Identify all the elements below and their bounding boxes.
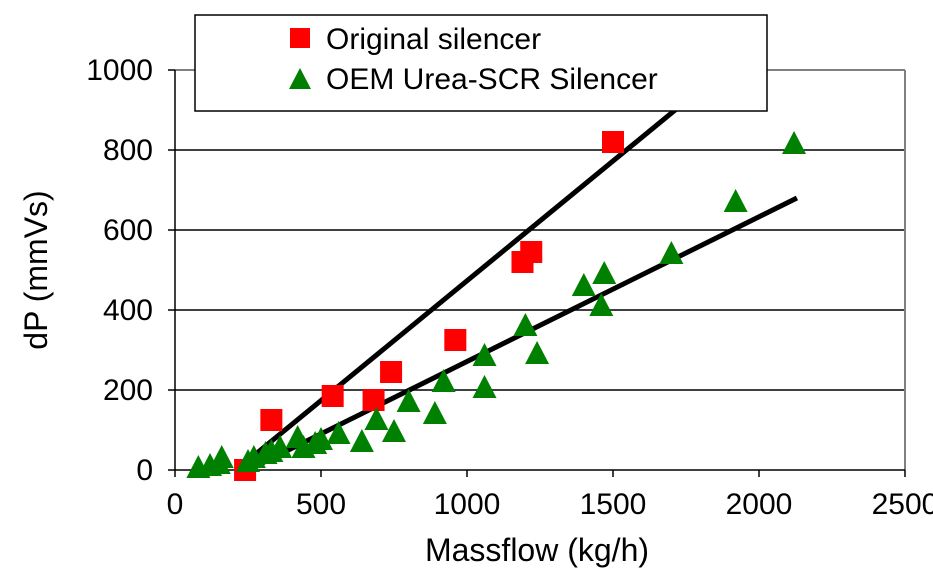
point-series-0-7	[520, 241, 543, 263]
point-series-1-17	[396, 389, 421, 412]
x-tick-label-0: 0	[167, 488, 184, 521]
legend-marker-oem-urea-scr-silencer	[289, 68, 311, 89]
point-series-1-8	[268, 435, 293, 458]
point-series-1-24	[571, 273, 596, 296]
x-tick-label-2500: 2500	[872, 488, 933, 521]
point-series-1-23	[525, 341, 550, 364]
axis-ticks: 0 200 400 600 800 1000 0 500 1000 1500 2000 2500	[86, 54, 933, 521]
x-tick-label-500: 500	[296, 488, 346, 521]
legend-label-original-silencer: Original silencer	[326, 23, 541, 56]
point-series-1-26	[592, 261, 617, 284]
x-tick-label-1500: 1500	[580, 488, 647, 521]
x-tick-label-2000: 2000	[726, 488, 793, 521]
point-series-1-29	[782, 131, 807, 154]
point-series-1-22	[513, 313, 538, 336]
legend-marker-original-silencer	[290, 28, 310, 48]
point-series-1-19	[431, 369, 456, 392]
y-tick-label-400: 400	[103, 294, 153, 327]
point-series-1-28	[723, 189, 748, 212]
point-series-1-27	[659, 241, 684, 264]
point-series-1-18	[422, 401, 447, 424]
grid-lines	[175, 69, 905, 391]
point-series-0-1	[260, 409, 283, 431]
point-series-0-2	[321, 385, 344, 407]
data-points	[186, 131, 807, 481]
legend: Original silencer OEM Urea-SCR Silencer	[194, 14, 768, 112]
y-tick-label-0: 0	[136, 454, 153, 487]
y-tick-label-1000: 1000	[86, 54, 153, 87]
y-tick-label-200: 200	[103, 374, 153, 407]
point-series-1-25	[589, 293, 614, 316]
point-series-1-20	[472, 375, 497, 398]
plot-frame	[174, 69, 906, 471]
y-axis-title: dP (mmVs)	[18, 190, 54, 349]
point-series-0-3	[362, 389, 385, 411]
point-series-0-4	[380, 361, 403, 383]
trendline-series-0	[234, 68, 726, 472]
point-series-0-8	[602, 131, 624, 153]
point-series-1-16	[382, 419, 406, 442]
point-series-0-5	[444, 329, 467, 351]
x-tick-label-1000: 1000	[434, 488, 501, 521]
point-series-1-13	[326, 421, 351, 444]
point-series-1-15	[364, 407, 389, 430]
point-series-1-14	[349, 429, 374, 452]
y-tick-label-600: 600	[103, 214, 153, 247]
y-tick-label-800: 800	[103, 134, 153, 167]
point-series-1-3	[209, 445, 234, 468]
legend-label-oem-urea-scr-silencer: OEM Urea-SCR Silencer	[326, 63, 658, 96]
x-axis-title: Massflow (kg/h)	[425, 532, 649, 568]
point-series-1-12	[309, 427, 333, 450]
point-series-1-21	[472, 343, 497, 366]
